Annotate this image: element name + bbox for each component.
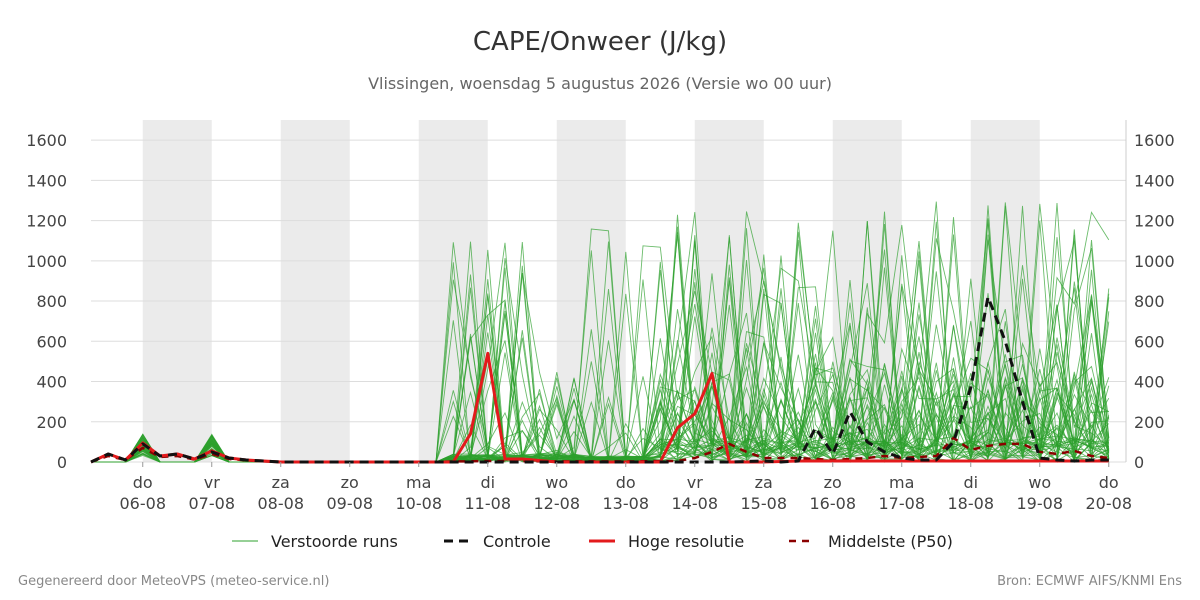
- x-tick-day-12: di: [963, 473, 978, 492]
- y-tick-label-left-1400: 1400: [26, 171, 67, 190]
- y-tick-label-left-600: 600: [36, 332, 67, 351]
- x-tick-date-12: 18-08: [948, 494, 995, 513]
- y-tick-label-right-1200: 1200: [1134, 212, 1175, 231]
- y-tick-label-left-200: 200: [36, 413, 67, 432]
- y-tick-label-left-1600: 1600: [26, 131, 67, 150]
- x-tick-date-2: 08-08: [258, 494, 305, 513]
- legend-label-2: Hoge resolutie: [628, 532, 744, 551]
- x-tick-date-4: 10-08: [396, 494, 443, 513]
- x-tick-date-7: 13-08: [603, 494, 650, 513]
- legend: Verstoorde runs Controle Hoge resolutie Mid…: [232, 532, 953, 551]
- x-tick-day-0: do: [133, 473, 153, 492]
- y-tick-label-right-200: 200: [1134, 413, 1165, 432]
- y-tick-label-right-1400: 1400: [1134, 171, 1175, 190]
- y-tick-label-right-400: 400: [1134, 373, 1165, 392]
- legend-label-1: Controle: [483, 532, 551, 551]
- x-tick-day-7: do: [616, 473, 636, 492]
- x-tick-day-6: wo: [545, 473, 568, 492]
- footer-credit: Gegenereerd door MeteoVPS (meteo-service…: [18, 574, 329, 589]
- x-tick-date-8: 14-08: [672, 494, 719, 513]
- main-series-group: [90, 295, 1109, 464]
- legend-label-3: Middelste (P50): [828, 532, 953, 551]
- x-tick-date-5: 11-08: [465, 494, 512, 513]
- y-tick-label-right-1600: 1600: [1134, 131, 1175, 150]
- x-tick-day-11: ma: [889, 473, 914, 492]
- x-tick-day-1: vr: [204, 473, 220, 492]
- y-tick-label-left-1000: 1000: [26, 252, 67, 271]
- x-tick-day-8: vr: [687, 473, 703, 492]
- y-tick-label-left-800: 800: [36, 292, 67, 311]
- x-tick-date-0: 06-08: [120, 494, 167, 513]
- x-tick-date-11: 17-08: [879, 494, 926, 513]
- footer-source: Bron: ECMWF AIFS/KNMI Ens: [997, 574, 1182, 589]
- shaded-band-0: [142, 120, 212, 462]
- x-tick-day-4: ma: [406, 473, 431, 492]
- x-tick-date-1: 07-08: [189, 494, 236, 513]
- x-tick-day-9: za: [755, 473, 773, 492]
- x-tick-day-13: wo: [1028, 473, 1051, 492]
- x-tick-day-14: do: [1099, 473, 1119, 492]
- y-tick-label-left-0: 0: [57, 453, 67, 472]
- x-tick-date-6: 12-08: [534, 494, 581, 513]
- x-tick-day-2: za: [272, 473, 290, 492]
- x-tick-date-14: 20-08: [1086, 494, 1133, 513]
- x-tick-day-3: zo: [341, 473, 359, 492]
- x-tick-date-9: 15-08: [741, 494, 788, 513]
- x-tick-date-13: 19-08: [1017, 494, 1064, 513]
- y-tick-label-left-1200: 1200: [26, 212, 67, 231]
- y-tick-label-right-600: 600: [1134, 332, 1165, 351]
- axes-group: 0 0 200 200 400 400 600 600 800 800 1000 1000 1200 12…: [26, 120, 1175, 513]
- shaded-band-1: [280, 120, 350, 462]
- y-tick-label-right-800: 800: [1134, 292, 1165, 311]
- series-controle: [90, 295, 1109, 464]
- y-tick-label-left-400: 400: [36, 373, 67, 392]
- chart-title: CAPE/Onweer (J/kg): [473, 27, 727, 57]
- y-tick-label-right-0: 0: [1134, 453, 1144, 472]
- legend-label-0: Verstoorde runs: [271, 532, 398, 551]
- x-tick-day-10: zo: [824, 473, 842, 492]
- y-tick-label-right-1000: 1000: [1134, 252, 1175, 271]
- x-tick-day-5: di: [480, 473, 495, 492]
- x-tick-date-3: 09-08: [327, 494, 374, 513]
- chart-subtitle: Vlissingen, woensdag 5 augustus 2026 (Ve…: [368, 74, 832, 93]
- x-tick-date-10: 16-08: [810, 494, 857, 513]
